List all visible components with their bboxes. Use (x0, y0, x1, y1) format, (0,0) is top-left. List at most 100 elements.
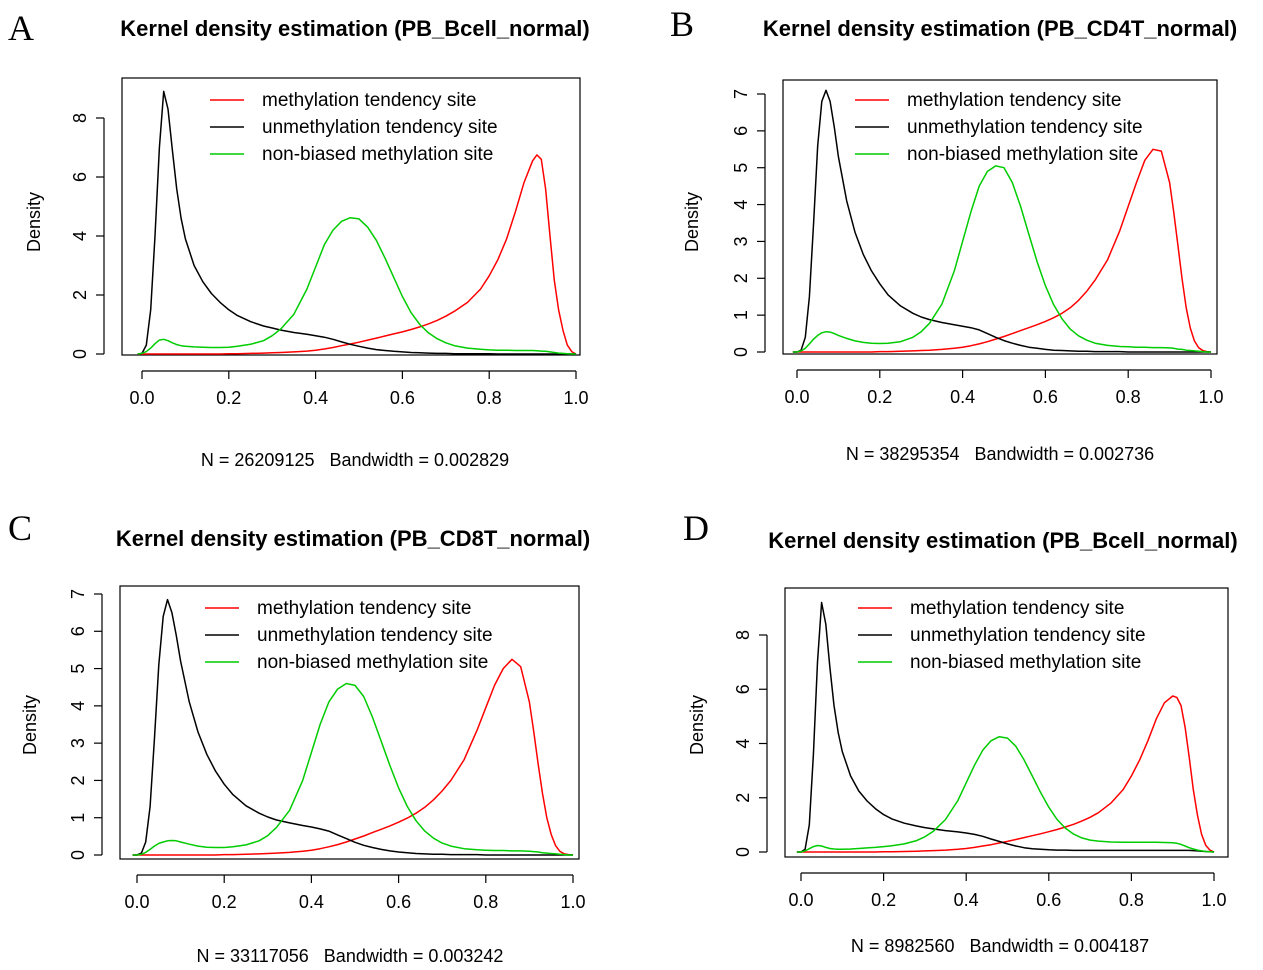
x-tick-label: 1.0 (1198, 387, 1223, 407)
y-tick-label: 8 (70, 113, 90, 123)
y-tick-label: 2 (68, 775, 88, 785)
y-tick-label: 4 (733, 738, 753, 748)
series-line (132, 682, 573, 856)
y-tick-label: 5 (731, 163, 751, 173)
x-tick-label: 0.2 (216, 388, 241, 408)
series-line (796, 735, 1215, 853)
legend-label: non-biased methylation site (257, 652, 488, 673)
y-tick-label: 6 (733, 684, 753, 694)
x-tick-label: 0.6 (1036, 890, 1061, 910)
y-tick-label: 1 (68, 813, 88, 823)
y-axis-label: Density (682, 192, 702, 252)
x-tick-label: 1.0 (1201, 890, 1226, 910)
x-tick-label: 0.4 (950, 387, 975, 407)
panel-a: A Kernel density estimation (PB_Bcell_nor… (8, 8, 590, 470)
x-tick-label: 0.0 (788, 890, 813, 910)
y-tick-label: 4 (731, 200, 751, 210)
y-tick-label: 2 (733, 793, 753, 803)
y-tick-label: 2 (731, 273, 751, 283)
x-tick-label: 0.6 (1033, 387, 1058, 407)
legend: methylation tendency site unmethylation t… (858, 598, 1146, 673)
x-tick-label: 0.4 (299, 892, 324, 912)
y-tick-label: 4 (70, 231, 90, 241)
y-tick-label: 8 (733, 630, 753, 640)
legend-label: unmethylation tendency site (257, 625, 493, 646)
legend-label: methylation tendency site (262, 90, 476, 111)
panel-c: C Kernel density estimation (PB_CD8T_norm… (8, 508, 590, 966)
series-line (796, 695, 1215, 853)
panel-d: D Kernel density estimation (PB_Bcell_nor… (683, 508, 1238, 956)
y-tick-label: 3 (68, 738, 88, 748)
legend-label: unmethylation tendency site (910, 625, 1146, 646)
legend-label: unmethylation tendency site (907, 117, 1143, 138)
y-axis-label: Density (24, 192, 44, 252)
x-axis-label: N = 33117056 Bandwidth = 0.003242 (197, 946, 504, 965)
chart-title: Kernel density estimation (PB_CD8T_norma… (116, 526, 590, 551)
x-tick-label: 0.4 (303, 388, 328, 408)
y-tick-label: 6 (731, 126, 751, 136)
chart-title: Kernel density estimation (PB_Bcell_norm… (120, 16, 589, 41)
plot-frame (784, 587, 1229, 858)
legend: methylation tendency site unmethylation t… (210, 90, 498, 165)
plot-frame (121, 77, 581, 356)
y-tick-label: 6 (68, 626, 88, 636)
y-tick-label: 0 (68, 850, 88, 860)
x-tick-label: 1.0 (560, 892, 585, 912)
panel-letter: A (8, 8, 34, 48)
chart-title: Kernel density estimation (PB_CD4T_norma… (763, 16, 1237, 41)
x-axis-label: N = 26209125 Bandwidth = 0.002829 (201, 450, 509, 470)
series-line (132, 658, 574, 856)
y-tick-label: 4 (68, 701, 88, 711)
x-tick-label: 0.4 (954, 890, 979, 910)
x-tick-label: 0.6 (390, 388, 415, 408)
series-line (792, 89, 1211, 353)
panel-b: B Kernel density estimation (PB_CD4T_norm… (670, 4, 1237, 464)
y-tick-label: 0 (731, 347, 751, 357)
series-line (137, 90, 576, 355)
legend-label: unmethylation tendency site (262, 117, 498, 138)
y-axis-label: Density (20, 695, 40, 755)
legend-label: non-biased methylation site (907, 144, 1138, 165)
panel-letter: D (683, 508, 709, 548)
legend-label: non-biased methylation site (262, 144, 493, 165)
series-line (137, 216, 576, 355)
x-tick-label: 1.0 (563, 388, 588, 408)
panel-letter: C (8, 508, 32, 548)
x-tick-label: 0.0 (784, 387, 809, 407)
legend-label: non-biased methylation site (910, 652, 1141, 673)
x-axis-label: N = 8982560 Bandwidth = 0.004187 (851, 936, 1149, 956)
y-tick-label: 0 (733, 847, 753, 857)
x-axis-label: N = 38295354 Bandwidth = 0.002736 (846, 444, 1154, 464)
legend-label: methylation tendency site (907, 90, 1121, 111)
x-tick-label: 0.8 (473, 892, 498, 912)
series-line (792, 148, 1212, 353)
y-tick-label: 5 (68, 664, 88, 674)
plot-frame (119, 585, 580, 860)
y-tick-label: 2 (70, 290, 90, 300)
legend: methylation tendency site unmethylation t… (855, 90, 1143, 165)
series-line (132, 598, 573, 856)
legend: methylation tendency site unmethylation t… (205, 598, 493, 673)
x-tick-label: 0.6 (386, 892, 411, 912)
panel-letter: B (670, 4, 694, 44)
chart-title: Kernel density estimation (PB_Bcell_norm… (768, 528, 1237, 553)
y-tick-label: 1 (731, 310, 751, 320)
y-tick-label: 0 (70, 349, 90, 359)
x-tick-label: 0.0 (124, 892, 149, 912)
x-tick-label: 0.2 (867, 387, 892, 407)
y-tick-label: 3 (731, 236, 751, 246)
y-tick-label: 7 (731, 89, 751, 99)
series-line (792, 165, 1211, 353)
x-tick-label: 0.8 (1119, 890, 1144, 910)
legend-label: methylation tendency site (257, 598, 471, 619)
x-tick-label: 0.2 (212, 892, 237, 912)
series-line (796, 601, 1215, 853)
y-tick-label: 7 (68, 589, 88, 599)
legend-label: methylation tendency site (910, 598, 1124, 619)
x-tick-label: 0.8 (1116, 387, 1141, 407)
plot-frame (782, 79, 1218, 355)
y-axis-label: Density (687, 695, 707, 755)
x-tick-label: 0.0 (129, 388, 154, 408)
